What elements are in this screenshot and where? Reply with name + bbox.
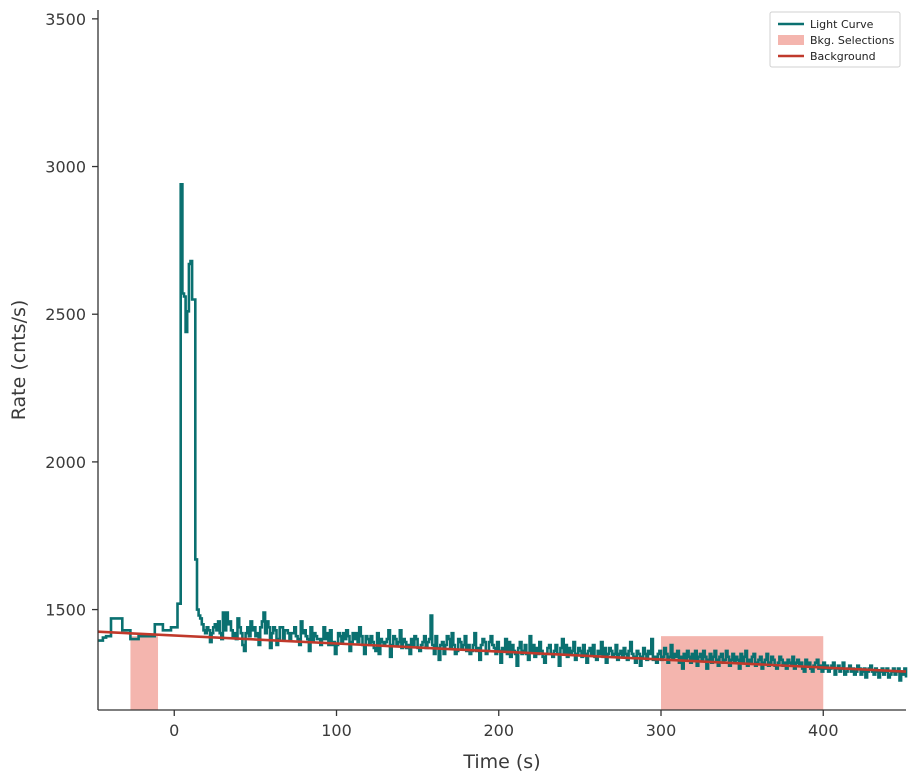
y-tick-label: 1500 bbox=[45, 601, 86, 620]
legend-label: Light Curve bbox=[810, 18, 874, 31]
bkg-selection-1 bbox=[661, 636, 824, 710]
light-curve-series bbox=[98, 183, 908, 682]
background-selections bbox=[130, 636, 824, 710]
legend-label: Bkg. Selections bbox=[810, 34, 895, 47]
bkg-selection-0 bbox=[130, 636, 159, 710]
y-tick-label: 2500 bbox=[45, 305, 86, 324]
x-tick-label: 100 bbox=[321, 721, 352, 740]
x-axis-label: Time (s) bbox=[462, 751, 540, 773]
y-tick-label: 3000 bbox=[45, 158, 86, 177]
y-axis-label: Rate (cnts/s) bbox=[8, 300, 30, 421]
legend: Light Curve Bkg. Selections Background bbox=[769, 11, 901, 68]
legend-label: Background bbox=[810, 50, 876, 63]
y-tick-label: 3500 bbox=[45, 10, 86, 29]
x-tick-label: 0 bbox=[169, 721, 179, 740]
y-tick-label: 2000 bbox=[45, 453, 86, 472]
x-tick-label: 400 bbox=[808, 721, 839, 740]
x-tick-label: 300 bbox=[646, 721, 677, 740]
y-axis-ticks: 1500 2000 2500 3000 3500 bbox=[45, 10, 98, 620]
legend-box bbox=[769, 11, 901, 68]
x-tick-label: 200 bbox=[483, 721, 514, 740]
legend-swatch-bkg_selection bbox=[778, 35, 804, 45]
background-fit-line bbox=[97, 630, 907, 673]
x-axis-ticks: 0 100 200 300 400 bbox=[169, 710, 839, 740]
